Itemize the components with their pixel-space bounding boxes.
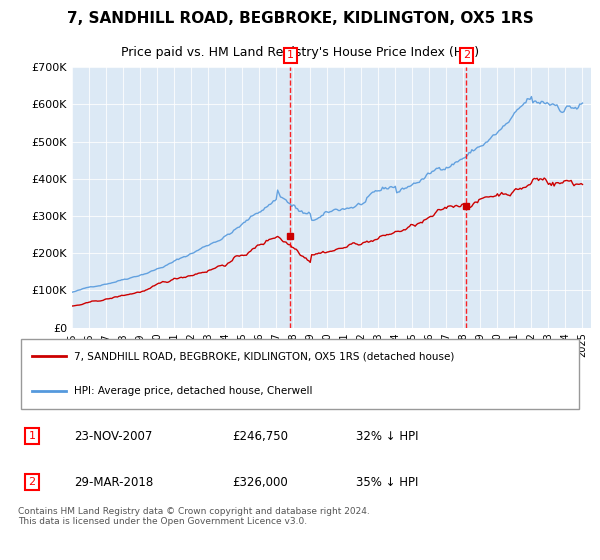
Text: Price paid vs. HM Land Registry's House Price Index (HPI): Price paid vs. HM Land Registry's House … (121, 46, 479, 59)
Text: 23-NOV-2007: 23-NOV-2007 (74, 430, 153, 442)
Text: 7, SANDHILL ROAD, BEGBROKE, KIDLINGTON, OX5 1RS (detached house): 7, SANDHILL ROAD, BEGBROKE, KIDLINGTON, … (74, 352, 455, 361)
Text: 2: 2 (29, 477, 35, 487)
Text: Contains HM Land Registry data © Crown copyright and database right 2024.
This d: Contains HM Land Registry data © Crown c… (18, 507, 370, 526)
Text: 35% ↓ HPI: 35% ↓ HPI (356, 475, 419, 489)
Text: 29-MAR-2018: 29-MAR-2018 (74, 475, 154, 489)
Text: £246,750: £246,750 (232, 430, 289, 442)
Text: 1: 1 (29, 431, 35, 441)
Text: 2: 2 (463, 50, 470, 60)
FancyBboxPatch shape (21, 339, 579, 409)
Text: 32% ↓ HPI: 32% ↓ HPI (356, 430, 419, 442)
Text: 1: 1 (287, 50, 294, 60)
Text: £326,000: £326,000 (232, 475, 288, 489)
Text: HPI: Average price, detached house, Cherwell: HPI: Average price, detached house, Cher… (74, 386, 313, 396)
Text: 7, SANDHILL ROAD, BEGBROKE, KIDLINGTON, OX5 1RS: 7, SANDHILL ROAD, BEGBROKE, KIDLINGTON, … (67, 11, 533, 26)
